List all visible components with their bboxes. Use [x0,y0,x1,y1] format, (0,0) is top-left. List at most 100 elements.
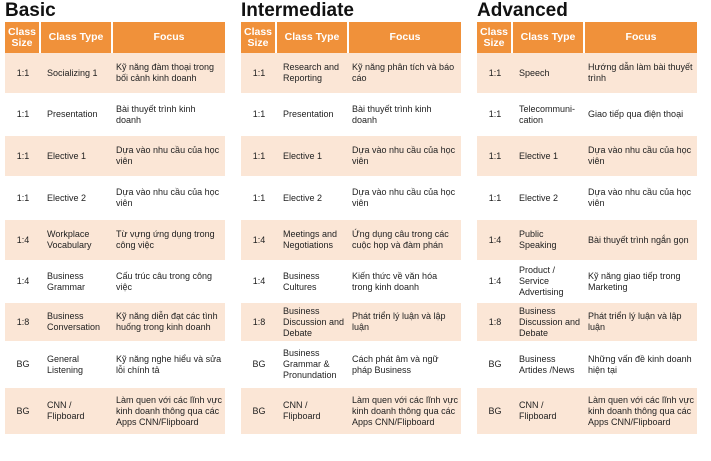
panel-basic: Basic Class Size Class Type Focus 1:1 Sociali… [5,0,225,436]
table-row: 1:4 Business Cultures Kiến thức về văn hóa… [241,262,461,303]
table-row: 1:1 Presentation Bài thuyết trình kinh doa… [241,95,461,136]
class-size-cell: 1:1 [252,192,266,203]
table-row: 1:1 Elective 2 Dựa vào nhu cầu của học viê… [477,178,697,220]
focus-cell: Hướng dẫn làm bài thuyết trình [588,62,693,83]
class-size-cell: 1:1 [252,67,266,78]
class-type-cell: Socializing 1 [47,67,98,78]
class-type-cell: Business Discussion and Debate [519,305,581,338]
panel-title: Basic [5,0,56,21]
table-row: 1:8 Business Discussion and Debate Phát tr… [477,303,697,343]
focus-cell: Ứng dụng câu trong các cuộc họp và đàm p… [352,229,449,250]
class-type-cell: Presentation [47,109,98,119]
class-type-cell: Business Artides /News [519,353,575,375]
class-size-cell: 1:1 [16,150,30,161]
focus-cell: Bài thuyết trình ngắn gọn [588,234,689,245]
focus-cell: Kỹ năng đàm thoại trong bối cảnh kinh do… [116,62,215,83]
focus-cell: Bài thuyết trình kinh doanh [352,103,432,125]
focus-cell: Phát triển lý luận và lập luận [352,311,446,332]
table-row: 1:1 Elective 1 Dựa vào nhu cầu của học viê… [477,136,697,178]
focus-cell: Từ vựng ứng dụng trong công việc [116,229,215,250]
panel-title: Advanced [477,0,568,21]
class-size-cell: 1:1 [488,192,502,203]
table-row: 1:1 Elective 1 Dựa vào nhu cầu của học viê… [5,136,225,178]
class-size-cell: 1:8 [16,316,30,327]
class-type-cell: Product / Service Advertising [519,265,564,297]
focus-cell: Những vấn đề kinh doanh hiện tại [588,353,692,375]
class-size-cell: 1:4 [16,234,30,245]
table-row: 1:1 Presentation Bài thuyết trình kinh doa… [5,95,225,136]
header-focus: Focus [349,22,461,53]
class-type-cell: Meetings and Negotiations [283,229,338,250]
focus-cell: Kỹ năng nghe hiểu và sửa lỗi chính tả [116,353,222,375]
class-size-cell: 1:8 [252,316,266,327]
focus-cell: Dựa vào nhu cầu của học viên [116,145,220,166]
header-focus: Focus [585,22,697,53]
class-type-cell: Elective 2 [47,192,87,203]
class-size-cell: 1:1 [16,109,30,119]
class-type-cell: Public Speaking [519,229,557,250]
header-focus: Focus [113,22,225,53]
table-row: 1:1 Telecommuni- cation Giao tiếp qua điện… [477,95,697,136]
table-row: 1:1 Research and Reporting Kỹ năng phân tí… [241,53,461,95]
header-class-type: Class Type [277,22,349,53]
focus-cell: Kỹ năng diễn đạt các tình huống trong ki… [116,311,218,332]
class-size-cell: 1:1 [252,109,266,119]
class-size-cell: 1:1 [488,67,502,78]
class-type-cell: Business Discussion and Debate [283,305,345,338]
focus-cell: Làm quen với các lĩnh vực kinh doanh thô… [352,394,458,427]
class-type-cell: CNN / Flipboard [47,400,85,421]
table-row: 1:4 Business Grammar Cấu trúc câu trong cô… [5,262,225,303]
class-type-cell: Elective 1 [47,150,87,161]
class-type-cell: Elective 1 [283,150,323,161]
class-size-cell: BG [16,359,30,369]
focus-cell: Dựa vào nhu cầu của học viên [352,145,456,166]
class-size-cell: 1:1 [488,109,502,119]
focus-cell: Dựa vào nhu cầu của học viên [116,187,220,208]
header-class-size: Class Size [477,22,513,53]
focus-cell: Cấu trúc câu trong công việc [116,270,213,292]
class-type-cell: Presentation [283,109,334,119]
focus-cell: Kiến thức về văn hóa trong kinh doanh [352,270,438,292]
class-type-cell: Research and Reporting [283,62,340,83]
class-type-cell: General Listening [47,353,84,375]
table-row: BG CNN / Flipboard Làm quen với các lĩnh v… [241,388,461,436]
table-row: 1:8 Business Conversation Kỹ năng diễn đạt… [5,303,225,343]
focus-cell: Dựa vào nhu cầu của học viên [352,187,456,208]
table-header: Class Size Class Type Focus [241,22,461,53]
table-row: BG General Listening Kỹ năng nghe hiểu và … [5,343,225,388]
focus-cell: Làm quen với các lĩnh vực kinh doanh thô… [116,394,222,427]
table-row: 1:1 Elective 2 Dựa vào nhu cầu của học viê… [5,178,225,220]
focus-cell: Dựa vào nhu cầu của học viên [588,145,692,166]
class-size-cell: BG [488,405,502,416]
class-size-cell: 1:8 [488,316,502,327]
class-size-cell: 1:1 [488,150,502,161]
class-size-cell: BG [16,405,30,416]
class-size-cell: 1:4 [252,276,266,286]
table-row: BG Business Artides /News Những vấn đề kin… [477,343,697,388]
focus-cell: Cách phát âm và ngữ pháp Business [352,353,439,375]
table-row: 1:4 Meetings and Negotiations Ứng dụng câu… [241,220,461,262]
focus-cell: Giao tiếp qua điện thoại [588,109,684,119]
table-row: 1:1 Socializing 1 Kỹ năng đàm thoại trong … [5,53,225,95]
header-class-size: Class Size [5,22,41,53]
class-type-cell: Workplace Vocabulary [47,229,92,250]
table-header: Class Size Class Type Focus [5,22,225,53]
class-type-cell: Elective 2 [519,192,559,203]
table-header: Class Size Class Type Focus [477,22,697,53]
class-size-cell: 1:4 [488,234,502,245]
class-size-cell: 1:1 [16,192,30,203]
class-size-cell: BG [252,405,266,416]
focus-cell: Kỹ năng phân tích và báo cáo [352,62,455,83]
class-size-cell: 1:4 [488,276,502,286]
class-type-cell: Speech [519,67,550,78]
class-type-cell: Telecommuni- cation [519,103,576,125]
class-size-cell: 1:1 [16,67,30,78]
focus-cell: Dựa vào nhu cầu của học viên [588,187,692,208]
panel-intermediate: Intermediate Class Size Class Type Focus 1:1… [241,0,461,436]
table-row: 1:4 Product / Service Advertising Kỹ năng … [477,262,697,303]
class-size-cell: 1:4 [16,276,30,286]
focus-cell: Làm quen với các lĩnh vực kinh doanh thô… [588,394,694,427]
table-row: 1:1 Speech Hướng dẫn làm bài thuyết trình [477,53,697,95]
header-class-type: Class Type [41,22,113,53]
class-size-cell: BG [488,359,502,369]
